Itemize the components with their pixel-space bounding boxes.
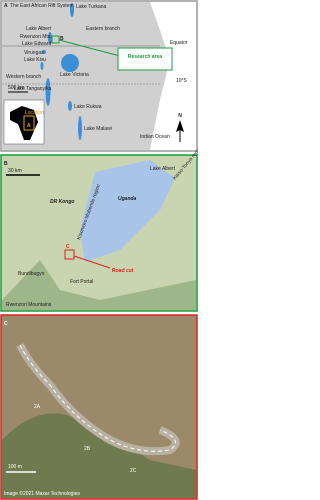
lake bbox=[61, 54, 79, 72]
inset-label: Location bbox=[25, 110, 44, 116]
place: Eastern branch bbox=[86, 26, 120, 32]
place: Western branch bbox=[6, 74, 41, 80]
lake bbox=[42, 50, 46, 54]
panel-b: B 30 km Lake Albert DR Kongo Uganda Kais… bbox=[0, 144, 198, 312]
latitude-label: 10°S bbox=[176, 78, 188, 84]
lake bbox=[48, 32, 52, 44]
place: Lake Tanganyika bbox=[14, 86, 52, 92]
place: Lake Albert bbox=[26, 26, 52, 32]
road-cut-line bbox=[19, 344, 177, 452]
callout-line bbox=[58, 39, 121, 57]
lake-albert bbox=[80, 160, 175, 262]
credit: Image ©2021 Maxar Technologies bbox=[4, 490, 80, 497]
lake bbox=[40, 62, 44, 70]
place: Virungas bbox=[24, 50, 44, 56]
callout-title: Road cut bbox=[112, 268, 134, 274]
place: Lake Kivu bbox=[24, 57, 46, 63]
place: Rwenzori Mountains bbox=[6, 302, 52, 308]
inset-box bbox=[23, 115, 35, 131]
terrain bbox=[2, 260, 196, 310]
place: Indian Ocean bbox=[140, 134, 170, 140]
callout-title: Research area bbox=[128, 54, 162, 60]
north-arrow bbox=[176, 120, 184, 132]
figure: A The East African Rift System Lake Turk… bbox=[0, 0, 198, 500]
place: Lake Victoria bbox=[60, 72, 89, 78]
scale-label: 500 km bbox=[8, 85, 24, 91]
place: Bundibugyo bbox=[18, 271, 45, 277]
place: Rwenzori Mts. bbox=[20, 34, 52, 40]
site-label: 2B bbox=[84, 446, 91, 452]
place: Uganda bbox=[118, 196, 137, 202]
box-c bbox=[64, 249, 75, 260]
site-label: 2C bbox=[130, 468, 137, 474]
place: Lake Rukwa bbox=[74, 104, 102, 110]
lake bbox=[45, 78, 51, 106]
place: Lake Edward bbox=[22, 41, 51, 47]
place: DR Kongo bbox=[50, 199, 74, 205]
place: Lake Malawi bbox=[84, 126, 112, 132]
inset-box-label: A bbox=[27, 123, 31, 129]
panel-label: B bbox=[4, 161, 8, 167]
lake bbox=[78, 116, 82, 140]
box-b bbox=[51, 35, 60, 44]
scale-label: 30 km bbox=[8, 168, 22, 174]
panel-label: C bbox=[4, 321, 8, 327]
place: Lake Turkana bbox=[76, 4, 107, 10]
box-label: C bbox=[66, 244, 70, 250]
callout-line bbox=[73, 255, 111, 269]
panel-c: C 2A 2B 2C 100 m Image ©2021 Maxar Techn… bbox=[0, 314, 198, 500]
north-label: N bbox=[178, 113, 182, 119]
box-label: B bbox=[60, 36, 64, 42]
title: The East African Rift System bbox=[10, 3, 74, 9]
vegetation bbox=[2, 413, 196, 498]
place: Fort Portal bbox=[70, 279, 93, 285]
callout-box bbox=[117, 47, 173, 71]
scale-label: 100 m bbox=[8, 464, 22, 470]
lake bbox=[70, 3, 74, 17]
site-label: 2A bbox=[34, 404, 41, 410]
place: Lake Albert bbox=[150, 166, 176, 172]
panel-a: A The East African Rift System Lake Turk… bbox=[0, 0, 198, 152]
panel-label: A bbox=[4, 3, 8, 9]
lake bbox=[68, 101, 72, 111]
equator-label: Equator bbox=[170, 40, 188, 46]
ocean bbox=[150, 2, 196, 150]
